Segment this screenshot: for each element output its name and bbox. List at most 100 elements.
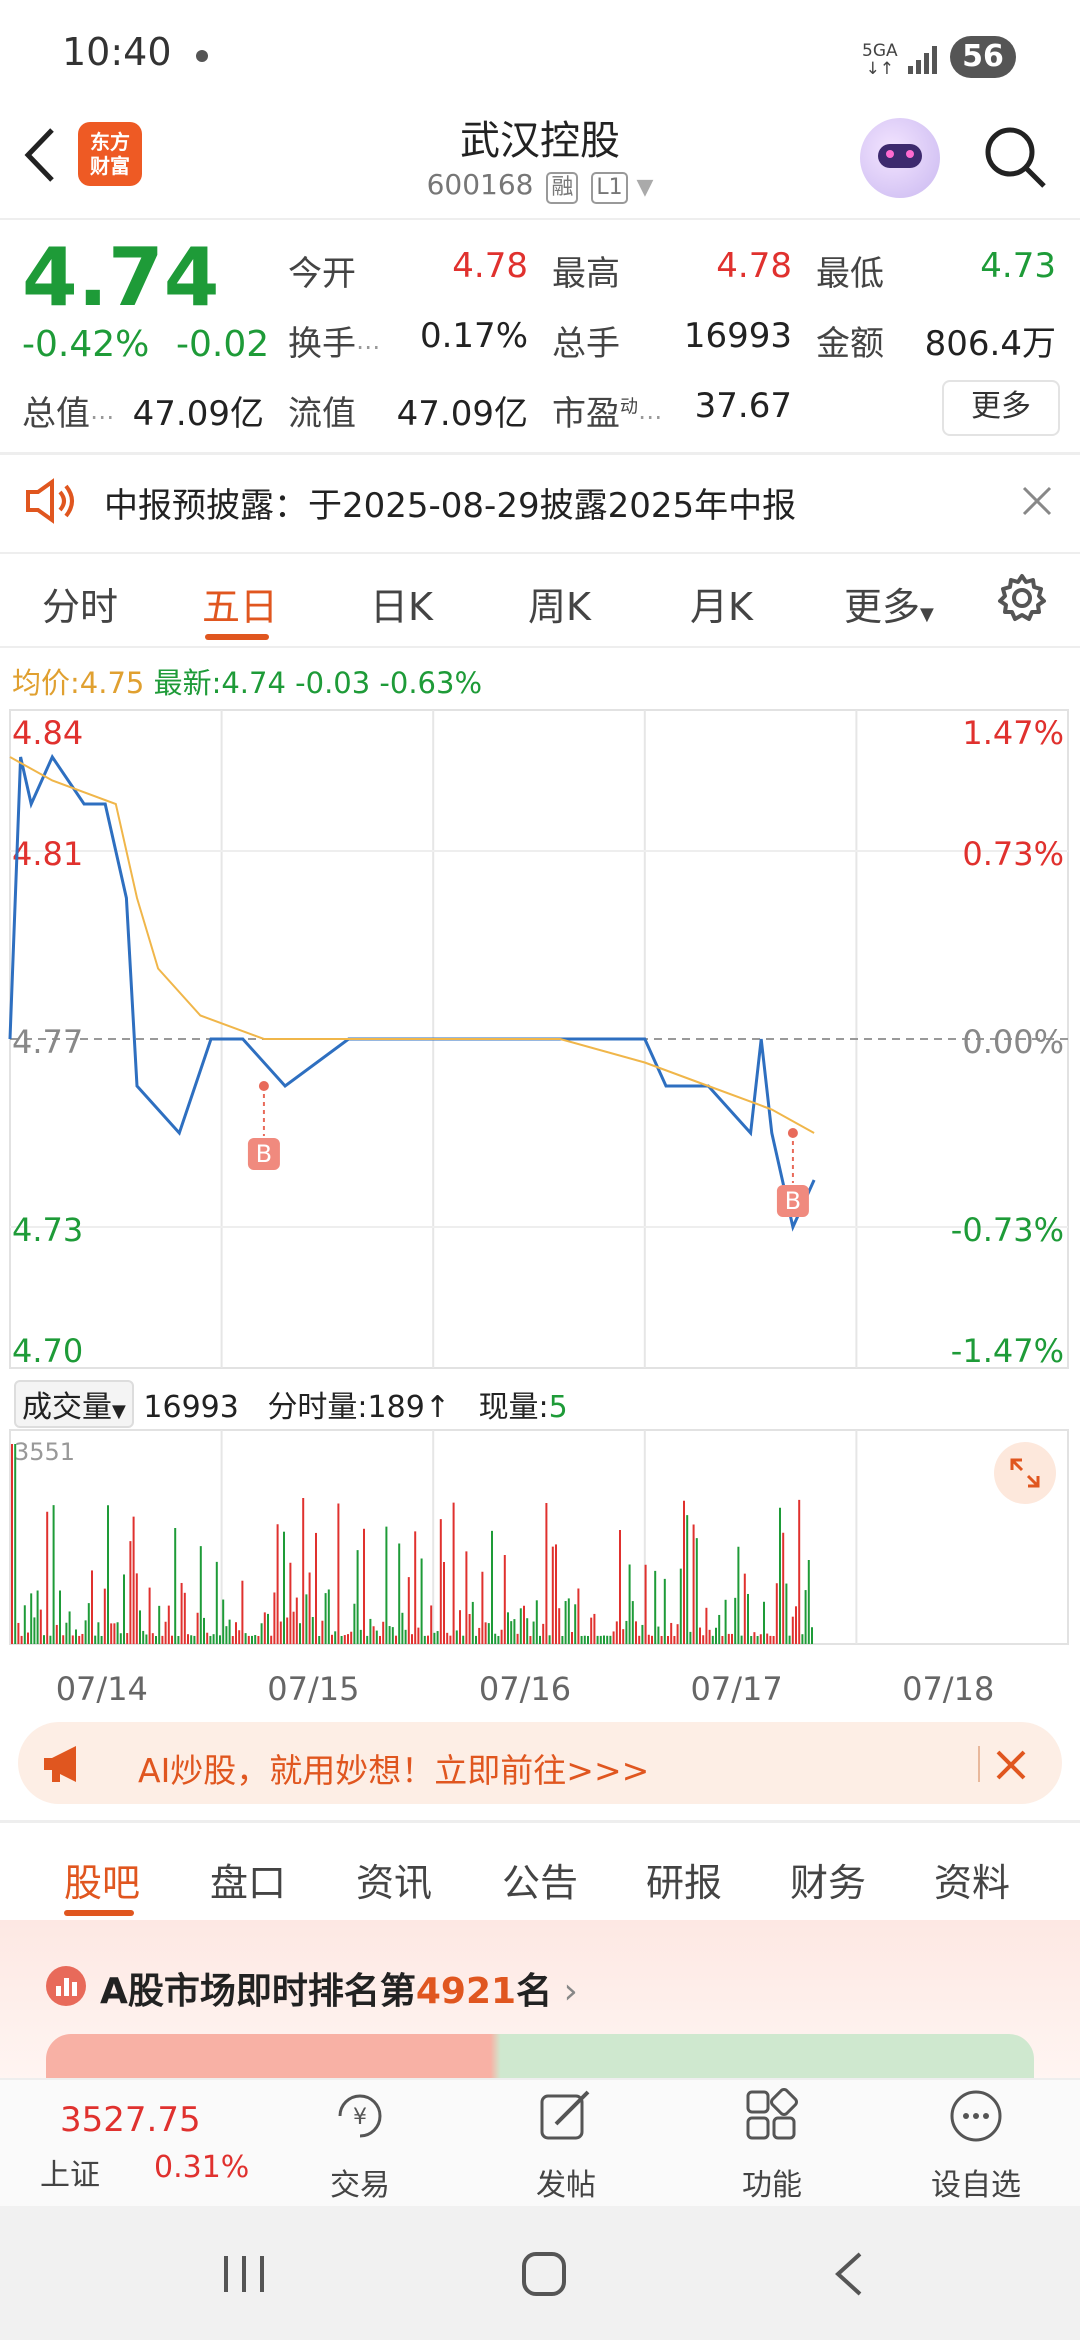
tab-daily-k[interactable]: 日K	[370, 585, 433, 629]
info-icon: ⋯	[90, 403, 114, 431]
function-grid-icon[interactable]	[742, 2086, 802, 2146]
status-time: 10:40	[62, 30, 172, 74]
stock-name: 武汉控股	[460, 118, 620, 164]
ad-close-icon[interactable]	[996, 1750, 1026, 1780]
y-tick-label: 4.77	[12, 1023, 83, 1061]
stock-code-row[interactable]: 600168 融 L1 ▼	[0, 168, 1080, 204]
tab-research[interactable]: 研报	[646, 1861, 723, 1905]
volume-dropdown[interactable]: 成交量▼	[14, 1380, 134, 1428]
edit-post-icon[interactable]	[536, 2086, 596, 2146]
notice-text[interactable]: 中报预披露：于2025-08-29披露2025年中报	[104, 486, 797, 526]
volume-label: 总手	[552, 324, 620, 364]
dropdown-caret-icon[interactable]: ▼	[636, 175, 654, 200]
search-icon[interactable]	[982, 124, 1048, 190]
turnover-value: 0.17%	[419, 316, 528, 356]
home-icon[interactable]	[520, 2250, 568, 2298]
y-tick-label: 4.84	[12, 714, 83, 752]
float-cap-value: 47.09亿	[396, 394, 528, 434]
info-icon: ⋯	[356, 333, 380, 361]
watchlist-label[interactable]: 设自选	[931, 2168, 1021, 2203]
tab-pankou[interactable]: 盘口	[210, 1861, 287, 1905]
trade-label[interactable]: 交易	[330, 2168, 390, 2203]
more-dots-icon[interactable]	[946, 2086, 1006, 2146]
volume-header: 成交量▼ 16993 分时量:189↑ 现量:5	[14, 1380, 568, 1428]
ad-text[interactable]: AI炒股，就用妙想！立即前往>>>	[138, 1751, 650, 1790]
settings-gear-icon[interactable]	[996, 572, 1048, 624]
tab-intraday[interactable]: 分时	[42, 585, 119, 629]
amount-label: 金额	[816, 324, 884, 364]
x-axis-date-label: 07/18	[902, 1670, 994, 1708]
function-label[interactable]: 功能	[742, 2168, 802, 2203]
pct-tick-label: 0.73%	[962, 835, 1064, 873]
y-tick-label: 4.81	[12, 835, 83, 873]
x-axis-date-label: 07/14	[56, 1670, 148, 1708]
bottom-toolbar	[0, 2078, 1080, 2206]
rank-chart-icon	[46, 1966, 86, 2006]
high-value: 4.78	[716, 246, 792, 286]
chart-info-bar: 均价:4.75 最新:4.74 -0.03 -0.63%	[12, 666, 483, 700]
close-icon[interactable]	[1022, 486, 1052, 516]
ai-ad-banner[interactable]	[18, 1722, 1062, 1804]
tab-more[interactable]: 更多▼	[844, 585, 934, 629]
rank-text[interactable]: A股市场即时排名第4921名 ›	[100, 1971, 578, 2012]
tab-profile[interactable]: 资料	[934, 1861, 1011, 1905]
trade-marker-label: B	[785, 1187, 801, 1215]
system-nav-bar	[0, 2206, 1080, 2340]
market-cap-value: 47.09亿	[132, 394, 264, 434]
trade-marker-badge	[247, 1138, 280, 1170]
x-axis-date-label: 07/17	[690, 1670, 782, 1708]
tab-five-day[interactable]: 五日	[202, 585, 279, 629]
low-label: 最低	[816, 254, 884, 294]
float-cap-label: 流值	[288, 394, 356, 434]
open-value: 4.78	[452, 246, 528, 286]
pct-tick-label: 1.47%	[962, 714, 1064, 752]
volume-value: 16993	[683, 316, 792, 356]
app-logo: 东方 财富	[78, 122, 142, 186]
stock-code: 600168	[426, 168, 534, 201]
period-volume: 189	[367, 1390, 425, 1425]
index-name[interactable]: 上证	[40, 2158, 100, 2193]
tab-finance[interactable]: 财务	[790, 1861, 867, 1905]
index-percent[interactable]: 0.31%	[154, 2150, 250, 2185]
rank-progress-bar	[46, 2034, 1034, 2084]
back-arrow-icon[interactable]	[22, 126, 58, 184]
trade-icon[interactable]: ¥	[330, 2086, 390, 2146]
pe-label: 市盈动⋯	[552, 394, 662, 434]
tab-announcements[interactable]: 公告	[502, 1861, 579, 1905]
margin-tag: 融	[546, 172, 579, 204]
trade-marker-badge	[776, 1185, 809, 1217]
price-chart[interactable]: 4.84 1.47% 4.81 0.73% 4.77 0.00% 4.73 -0.73% 4.7…	[0, 700, 1080, 1380]
network-indicator: 5GA ↓↑	[862, 41, 898, 79]
y-tick-label: 4.73	[12, 1211, 83, 1249]
expand-chart-button[interactable]	[994, 1442, 1056, 1504]
active-tab-indicator	[64, 1910, 134, 1916]
signal-icon	[908, 46, 937, 74]
post-label[interactable]: 发帖	[536, 2168, 596, 2203]
volume-chart[interactable]: 3551 07/14 07/15 07/16 07/17 07/18	[0, 1426, 1080, 1716]
change-percent: -0.42%	[22, 324, 150, 365]
series-line-price	[8, 753, 816, 1232]
more-button[interactable]: 更多	[942, 380, 1060, 436]
svg-text:¥: ¥	[353, 2105, 367, 2130]
back-nav-icon[interactable]	[832, 2250, 866, 2298]
tab-monthly-k[interactable]: 月K	[690, 585, 753, 629]
recent-apps-icon[interactable]	[220, 2252, 268, 2296]
tab-news[interactable]: 资讯	[356, 1861, 433, 1905]
x-axis-date-label: 07/16	[479, 1670, 571, 1708]
index-value[interactable]: 3527.75	[60, 2100, 201, 2140]
trade-marker-label: B	[256, 1140, 272, 1168]
megaphone-icon	[44, 1746, 76, 1782]
open-label: 今开	[288, 254, 356, 294]
expand-icon	[1010, 1458, 1040, 1488]
change-value: -0.02	[176, 324, 270, 365]
pct-tick-label: 0.00%	[962, 1023, 1064, 1061]
tab-weekly-k[interactable]: 周K	[528, 585, 591, 629]
low-value: 4.73	[980, 246, 1056, 286]
market-cap-label: 总值⋯	[22, 394, 114, 434]
pe-value: 37.67	[694, 386, 792, 426]
ai-robot-avatar[interactable]	[860, 118, 940, 198]
divider	[978, 1746, 980, 1782]
current-volume: 5	[548, 1390, 568, 1425]
series-line-avg	[9, 756, 815, 1134]
tab-guba[interactable]: 股吧	[64, 1861, 141, 1905]
